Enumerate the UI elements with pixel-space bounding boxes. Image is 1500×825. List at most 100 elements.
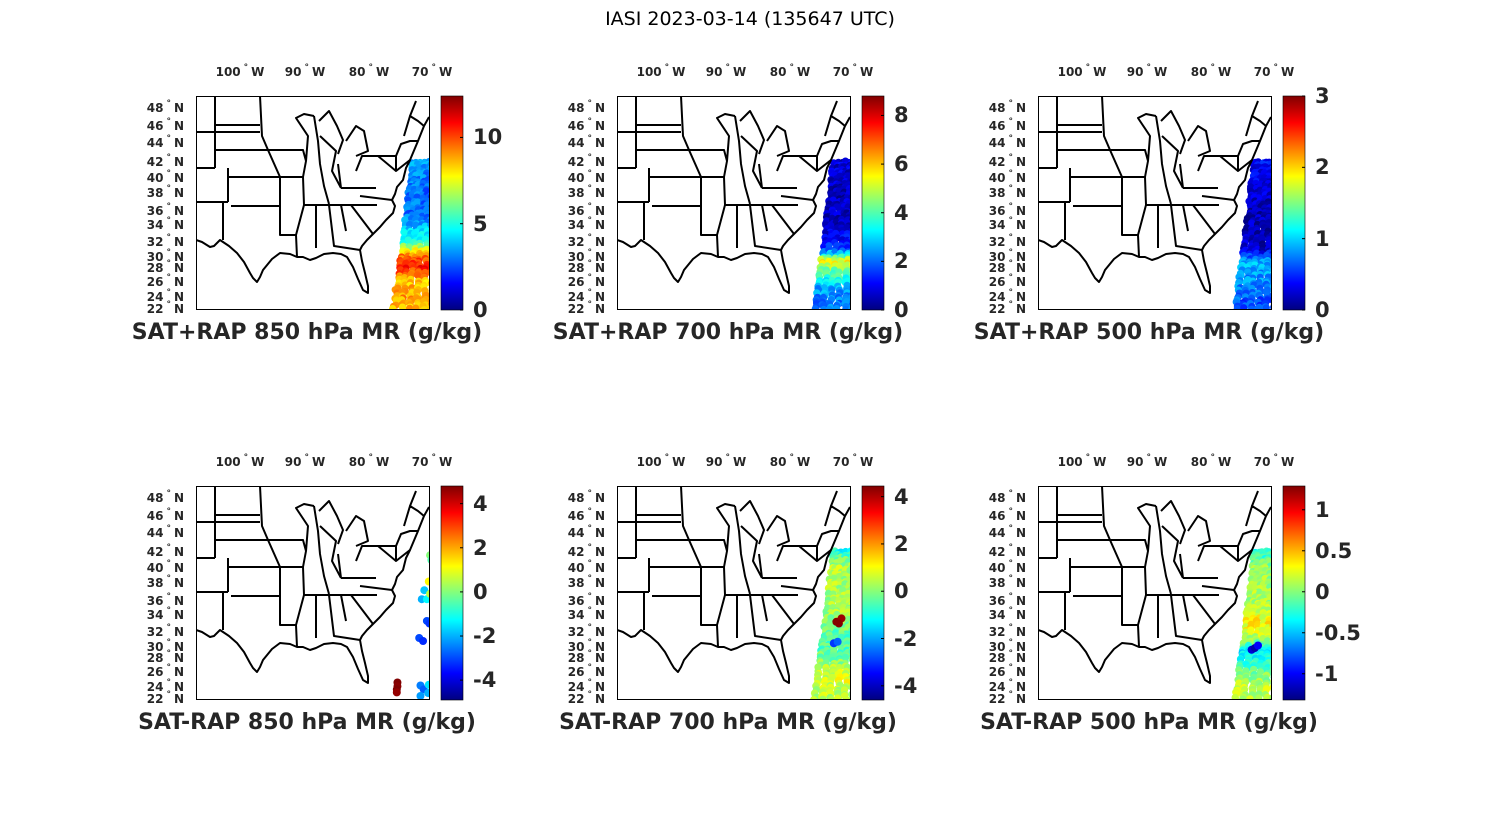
state-border (1155, 115, 1172, 205)
colorbar-tick-label: -0.5 (1315, 620, 1361, 645)
coastline (617, 116, 851, 294)
colorbar (1282, 485, 1306, 701)
state-border (295, 503, 315, 552)
state-border (689, 539, 728, 568)
colorbar-tick-label: 0 (473, 579, 488, 604)
latitude-tick-label: 38° N38°N (988, 184, 1026, 200)
colorbar-tick-label: 0 (1315, 579, 1330, 604)
state-border (313, 505, 330, 595)
latitude-tick-label: 42° N42°N (567, 543, 605, 559)
state-border (1201, 585, 1235, 591)
swath-data-point (811, 305, 819, 310)
state-border (700, 206, 719, 258)
latitude-tick-label: 28° N28°N (988, 649, 1026, 665)
state-border (749, 594, 782, 641)
state-border (1245, 505, 1267, 527)
longitude-tick-label: 70° W70°W (411, 63, 453, 79)
latitude-tick-label: 28° N28°N (146, 259, 184, 275)
latitude-tick-label: 34° N34°N (567, 216, 605, 232)
state-border (749, 204, 782, 251)
data-point (420, 586, 429, 595)
subplot-title: SAT+RAP 500 hPa MR (g/kg) (973, 320, 1325, 345)
state-border (824, 505, 846, 527)
latitude-tick-label: 36° N36°N (988, 202, 1026, 218)
state-border (337, 553, 342, 579)
longitude-tick-label: 70° W70°W (1253, 453, 1295, 469)
latitude-tick-label: 42° N42°N (988, 153, 1026, 169)
swath-data-point (833, 694, 842, 700)
latitude-tick-label: 48° N48°N (988, 489, 1026, 505)
state-border (1192, 594, 1216, 625)
axes-frame (1038, 486, 1272, 700)
longitude-tick-label: 90° W90°W (284, 63, 326, 79)
subplot-panel: 100° W100°W 90° W90°W 80° W80°W 70° W70°W 48… (0, 0, 917, 735)
state-border (740, 135, 763, 189)
latitude-tick-label: 44° N44°N (567, 134, 605, 150)
latitude-tick-label: 38° N38°N (567, 184, 605, 200)
latitude-tick-label: 48° N48°N (146, 99, 184, 115)
state-border (279, 206, 298, 258)
swath-data-point (1240, 304, 1248, 310)
latitude-tick-label: 30° N30°N (988, 638, 1026, 654)
data-point (834, 619, 843, 628)
colorbar-tick-label: 4 (894, 484, 909, 509)
state-border (328, 594, 361, 641)
state-border (1110, 539, 1149, 568)
state-border (340, 204, 347, 232)
latitude-tick-label: 26° N26°N (567, 663, 605, 679)
latitude-tick-label: 28° N28°N (567, 259, 605, 275)
data-point (392, 688, 401, 697)
state-border (350, 204, 374, 235)
state-border (295, 566, 305, 626)
state-border (816, 140, 839, 157)
latitude-tick-label: 26° N26°N (988, 663, 1026, 679)
swath-data-point (842, 305, 850, 310)
colorbar-tick-label: 0 (894, 579, 909, 604)
data-point (419, 637, 428, 645)
state-border (395, 140, 418, 157)
latitude-tick-label: 48° N48°N (567, 489, 605, 505)
state-border (716, 176, 726, 236)
axes-frame (617, 486, 851, 700)
state-border (739, 500, 765, 545)
subplot-title: SAT-RAP 700 hPa MR (g/kg) (559, 710, 897, 735)
latitude-tick-label: 40° N40°N (567, 559, 605, 575)
state-border (824, 115, 846, 137)
map-axes (617, 486, 851, 700)
longitude-tick-label: 100° W100°W (1057, 63, 1107, 79)
colorbar-tick-label: 6 (894, 152, 909, 177)
state-border (1155, 505, 1172, 595)
latitude-tick-label: 48° N48°N (988, 99, 1026, 115)
state-border (1137, 566, 1147, 626)
latitude-tick-label: 34° N34°N (146, 216, 184, 232)
swath-data-point (1239, 695, 1247, 700)
longitude-tick-label: 100° W100°W (1057, 453, 1107, 469)
axes-frame (196, 96, 430, 310)
state-border (1192, 204, 1216, 235)
latitude-tick-label: 24° N24°N (567, 678, 605, 694)
state-border (295, 176, 305, 236)
latitude-tick-label: 22° N22°N (988, 690, 1026, 706)
colorbar-tick-label: -4 (473, 668, 497, 693)
state-border (403, 115, 425, 137)
map-axes (196, 486, 430, 700)
state-border (1137, 503, 1157, 552)
state-border (1182, 204, 1189, 232)
state-border (1237, 140, 1260, 157)
state-border (395, 530, 418, 547)
state-border (700, 596, 719, 648)
latitude-tick-label: 34° N34°N (146, 606, 184, 622)
longitude-tick-label: 70° W70°W (1253, 63, 1295, 79)
latitude-tick-label: 34° N34°N (567, 606, 605, 622)
longitude-tick-label: 100° W100°W (636, 63, 686, 79)
state-border (318, 110, 344, 155)
state-border (761, 204, 768, 232)
state-border (739, 110, 765, 155)
data-point (424, 577, 430, 586)
map-axes (1038, 96, 1272, 310)
state-border (1245, 115, 1267, 137)
latitude-tick-label: 22° N22°N (988, 300, 1026, 316)
colorbar-tick-label: 2 (1315, 155, 1330, 180)
latitude-tick-label: 48° N48°N (567, 99, 605, 115)
longitude-tick-label: 80° W80°W (348, 453, 390, 469)
